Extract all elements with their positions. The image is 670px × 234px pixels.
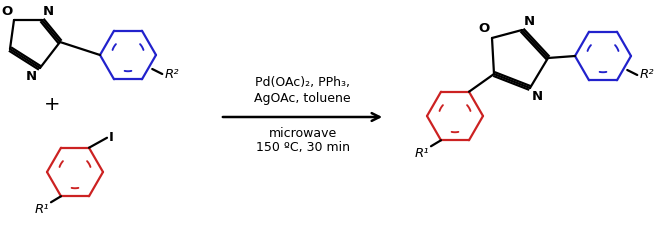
Text: AgOAc, toluene: AgOAc, toluene — [254, 92, 351, 105]
Text: N: N — [524, 15, 535, 28]
Text: R¹: R¹ — [414, 147, 429, 160]
Text: Pd(OAc)₂, PPh₃,: Pd(OAc)₂, PPh₃, — [255, 76, 350, 89]
Text: R¹: R¹ — [34, 203, 49, 216]
Text: I: I — [109, 131, 114, 144]
Text: N: N — [26, 70, 37, 83]
Text: N: N — [532, 90, 543, 103]
Text: +: + — [44, 95, 60, 113]
Text: R²: R² — [164, 67, 179, 80]
Text: N: N — [43, 5, 54, 18]
Text: R²: R² — [639, 69, 654, 81]
Text: O: O — [2, 5, 13, 18]
Text: O: O — [479, 22, 490, 35]
Text: 150 ºC, 30 min: 150 ºC, 30 min — [255, 141, 350, 154]
Text: microwave: microwave — [269, 127, 336, 140]
